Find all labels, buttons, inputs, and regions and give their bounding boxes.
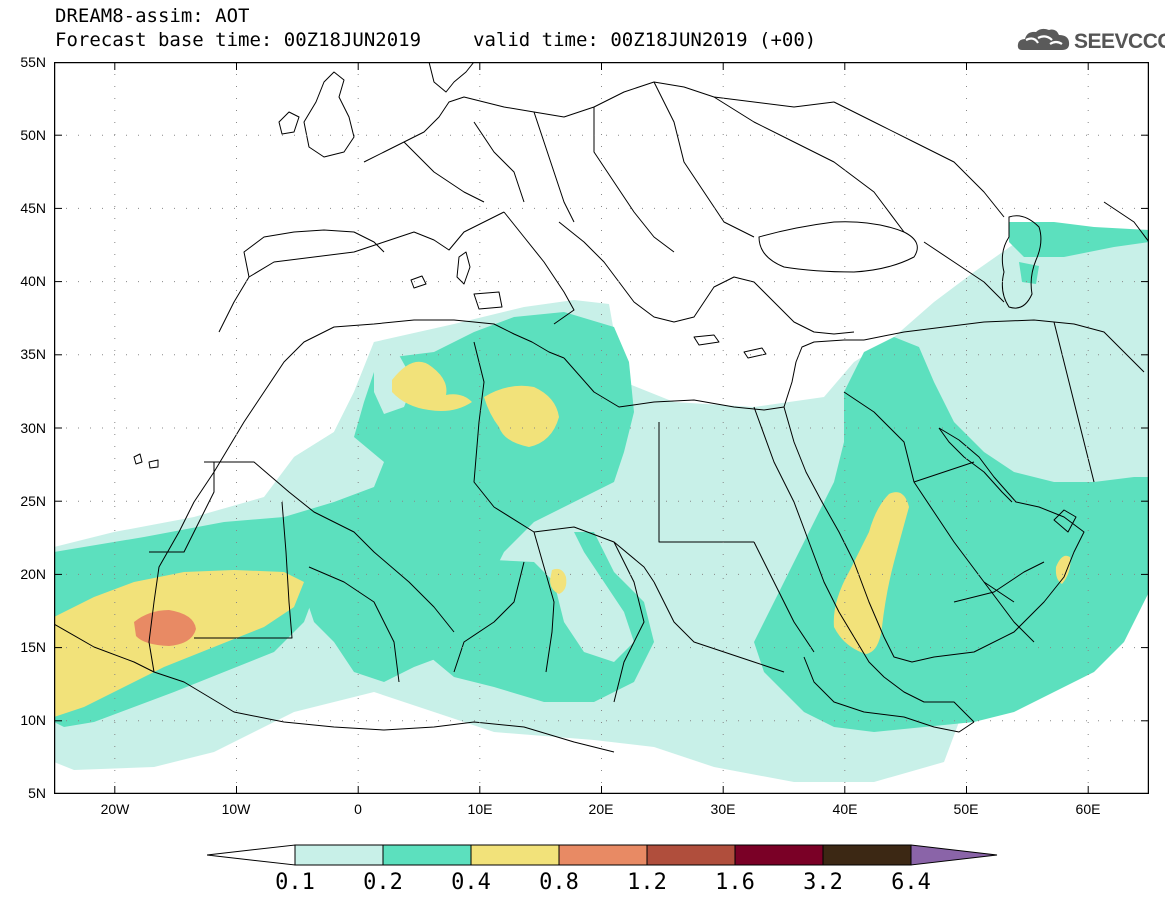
lat-label: 10N	[20, 712, 46, 728]
lon-label: 20E	[588, 801, 614, 817]
colorbar-swatch	[558, 844, 648, 866]
colorbar-swatch	[470, 844, 560, 866]
colorbar-swatch	[822, 844, 912, 866]
colorbar-swatch	[207, 844, 296, 866]
coastlines-borders	[54, 62, 1149, 753]
lon-label: 30E	[710, 801, 736, 817]
colorbar-label: 6.4	[891, 870, 931, 895]
model-title: DREAM8-assim: AOT	[55, 5, 250, 27]
colorbar-swatch	[910, 844, 998, 866]
logo-text: SEEVCCC	[1074, 30, 1165, 53]
aot-field-0.4-0.8	[54, 361, 1071, 717]
lon-label: 20W	[100, 801, 130, 817]
map-frame	[54, 62, 1149, 794]
colorbar-label: 1.2	[627, 870, 667, 895]
base-time: Forecast base time: 00Z18JUN2019	[55, 29, 422, 51]
colorbar-swatch	[382, 844, 472, 866]
graticule	[54, 62, 1149, 794]
lon-label: 10E	[467, 801, 493, 817]
colorbar-label: 0.1	[275, 870, 315, 895]
lon-label: 40E	[832, 801, 858, 817]
lat-label: 55N	[20, 54, 46, 70]
aot-map	[54, 62, 1149, 794]
lat-label: 5N	[28, 785, 46, 801]
lon-label: 60E	[1075, 801, 1101, 817]
axis-ticks	[54, 62, 1149, 794]
time-line: Forecast base time: 00Z18JUN2019 valid ti…	[55, 30, 816, 50]
cloud-icon	[1017, 28, 1070, 50]
seevccc-logo: SEEVCCC	[1016, 26, 1165, 56]
colorbar-label: 1.6	[715, 870, 755, 895]
colorbar-swatch	[734, 844, 824, 866]
colorbar-swatch	[294, 844, 384, 866]
lat-label: 45N	[20, 200, 46, 216]
lat-label: 30N	[20, 420, 46, 436]
lat-label: 15N	[20, 639, 46, 655]
lon-label: 10W	[221, 801, 251, 817]
lat-label: 35N	[20, 346, 46, 362]
colorbar-label: 3.2	[803, 870, 843, 895]
lat-label: 20N	[20, 566, 46, 582]
colorbar-label: 0.4	[451, 870, 491, 895]
colorbar-swatch	[646, 844, 736, 866]
lat-label: 25N	[20, 493, 46, 509]
valid-time: valid time: 00Z18JUN2019 (+00)	[473, 29, 817, 51]
lat-label: 50N	[20, 127, 46, 143]
lat-label: 40N	[20, 273, 46, 289]
lon-label: 0	[354, 801, 362, 817]
colorbar-label: 0.8	[539, 870, 579, 895]
colorbar	[207, 844, 998, 866]
colorbar-label: 0.2	[363, 870, 403, 895]
lon-label: 50E	[953, 801, 979, 817]
